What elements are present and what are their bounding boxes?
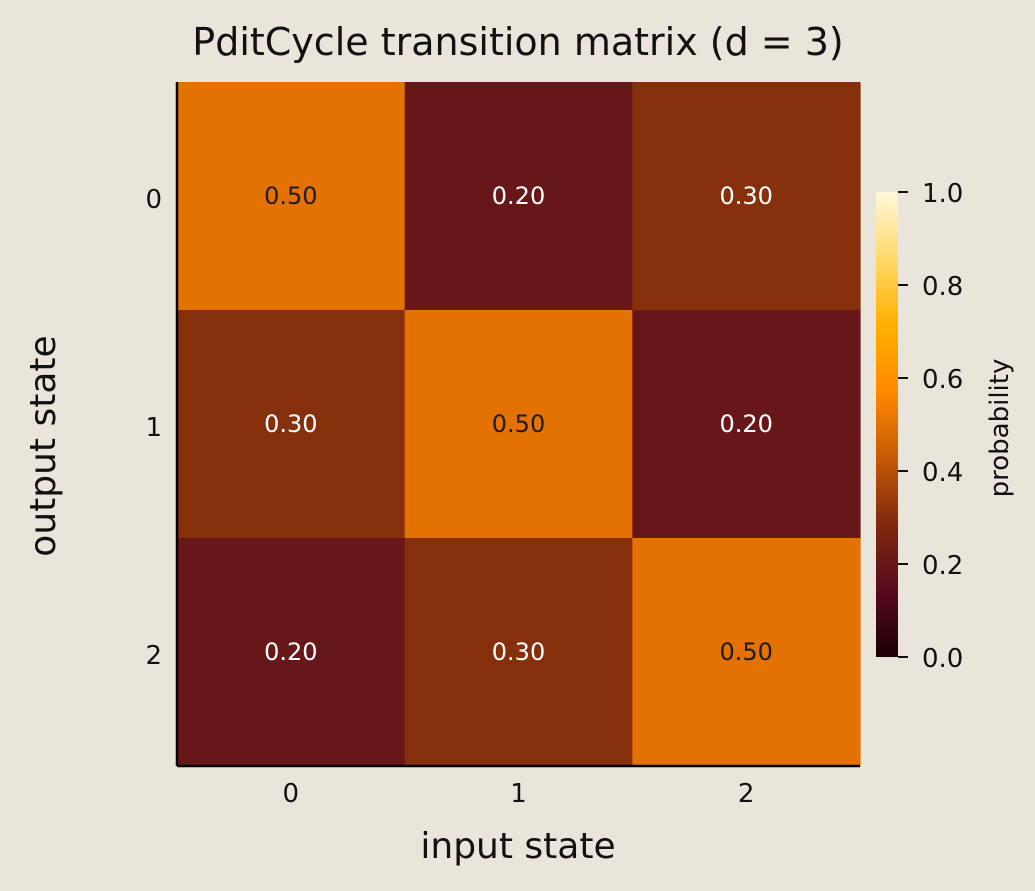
heatmap-cell-label: 0.30 bbox=[719, 182, 772, 210]
y-tick-label: 1 bbox=[145, 413, 162, 443]
chart-title: PditCycle transition matrix (d = 3) bbox=[192, 20, 843, 64]
heatmap-cell bbox=[177, 310, 406, 539]
colorbar-tick-label: 0.0 bbox=[922, 644, 963, 674]
colorbar-tick-label: 0.2 bbox=[922, 551, 963, 581]
heatmap-cell bbox=[404, 82, 633, 311]
colorbar-tick-label: 0.6 bbox=[922, 365, 963, 395]
heatmap-cell-label: 0.20 bbox=[719, 410, 772, 438]
y-tick-label: 2 bbox=[145, 641, 162, 671]
x-tick-label: 2 bbox=[738, 779, 755, 809]
y-axis-label: output state bbox=[23, 335, 64, 556]
heatmap-cell-label: 0.50 bbox=[492, 410, 545, 438]
heatmap-cell bbox=[632, 310, 861, 539]
x-tick-label: 0 bbox=[283, 779, 300, 809]
heatmap-cell bbox=[177, 538, 406, 767]
x-axis-label: input state bbox=[420, 826, 615, 867]
colorbar-ticks: 0.0 0.2 0.4 0.6 0.8 1.0 bbox=[898, 179, 963, 674]
colorbar bbox=[876, 192, 898, 657]
heatmap-cells bbox=[177, 82, 861, 767]
colorbar-tick-label: 1.0 bbox=[922, 179, 963, 209]
colorbar-label: probability bbox=[985, 359, 1015, 498]
heatmap-cell-label: 0.30 bbox=[264, 410, 317, 438]
colorbar-tick-label: 0.8 bbox=[922, 272, 963, 302]
heatmap-cell-label: 0.20 bbox=[264, 638, 317, 666]
heatmap-cell-label: 0.30 bbox=[492, 638, 545, 666]
y-tick-label: 0 bbox=[145, 185, 162, 215]
heatmap-cell-label: 0.20 bbox=[492, 182, 545, 210]
x-tick-label: 1 bbox=[510, 779, 527, 809]
heatmap-cell-labels: 0.50 0.20 0.30 0.30 0.50 0.20 0.20 0.30 0.50 bbox=[264, 182, 773, 666]
colorbar-tick-label: 0.4 bbox=[922, 458, 963, 488]
heatmap-cell-label: 0.50 bbox=[719, 638, 772, 666]
heatmap-cell-label: 0.50 bbox=[264, 182, 317, 210]
y-axis-tick-labels: 0 1 2 bbox=[145, 185, 162, 671]
x-axis-tick-labels: 0 1 2 bbox=[283, 779, 755, 809]
heatmap-cell bbox=[632, 82, 861, 311]
heatmap-cell bbox=[632, 538, 861, 767]
heatmap-cell bbox=[404, 538, 633, 767]
heatmap-cell bbox=[404, 310, 633, 539]
heatmap-cell bbox=[177, 82, 406, 311]
